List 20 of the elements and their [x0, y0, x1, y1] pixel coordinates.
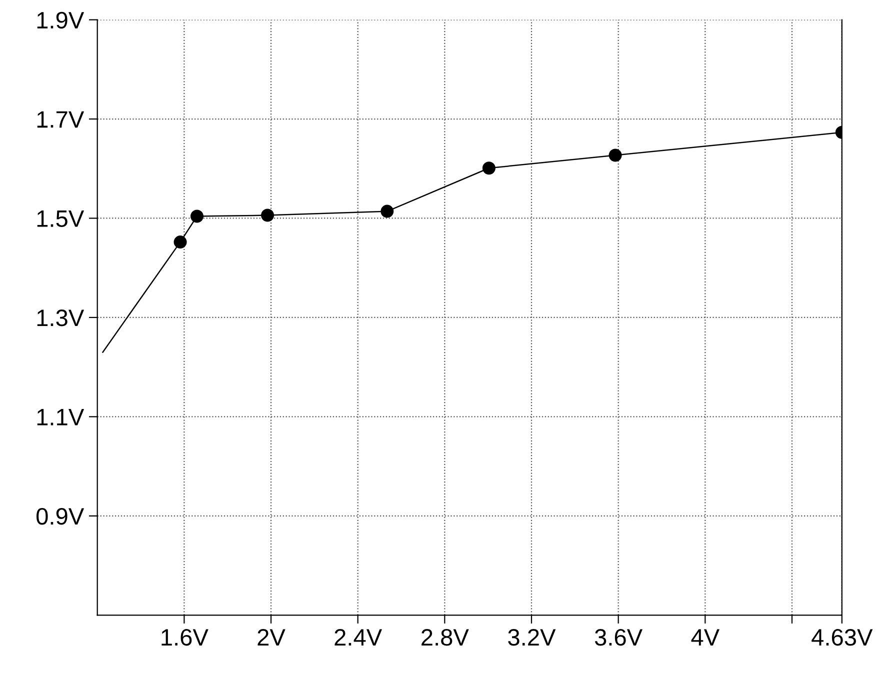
- x-tick-label: 4.63V: [812, 628, 873, 646]
- y-tick-label: 1.1V: [37, 409, 84, 426]
- y-tick-label: 1.5V: [37, 210, 84, 228]
- point: [380, 204, 394, 218]
- y-tick-label: 1.3V: [37, 310, 84, 326]
- y-tick-label: 1.9V: [37, 12, 84, 29]
- x-tick-label: 1.6V: [162, 628, 208, 646]
- x-tick-label: 2.4V: [334, 628, 382, 646]
- point: [608, 148, 622, 162]
- x-tick-label: 2V: [258, 628, 286, 646]
- y-tick-label: 0.9V: [36, 508, 84, 525]
- y-tick-label: 1.7V: [37, 111, 84, 128]
- point: [482, 162, 496, 175]
- x-tick-label: 3.2V: [508, 628, 556, 646]
- point: [261, 208, 274, 222]
- x-tick-label: 4V: [691, 629, 720, 646]
- point: [190, 210, 204, 223]
- point: [174, 236, 187, 249]
- x-tick-label: 2.8V: [422, 628, 469, 646]
- x-tick-label: 3.6V: [594, 628, 643, 646]
